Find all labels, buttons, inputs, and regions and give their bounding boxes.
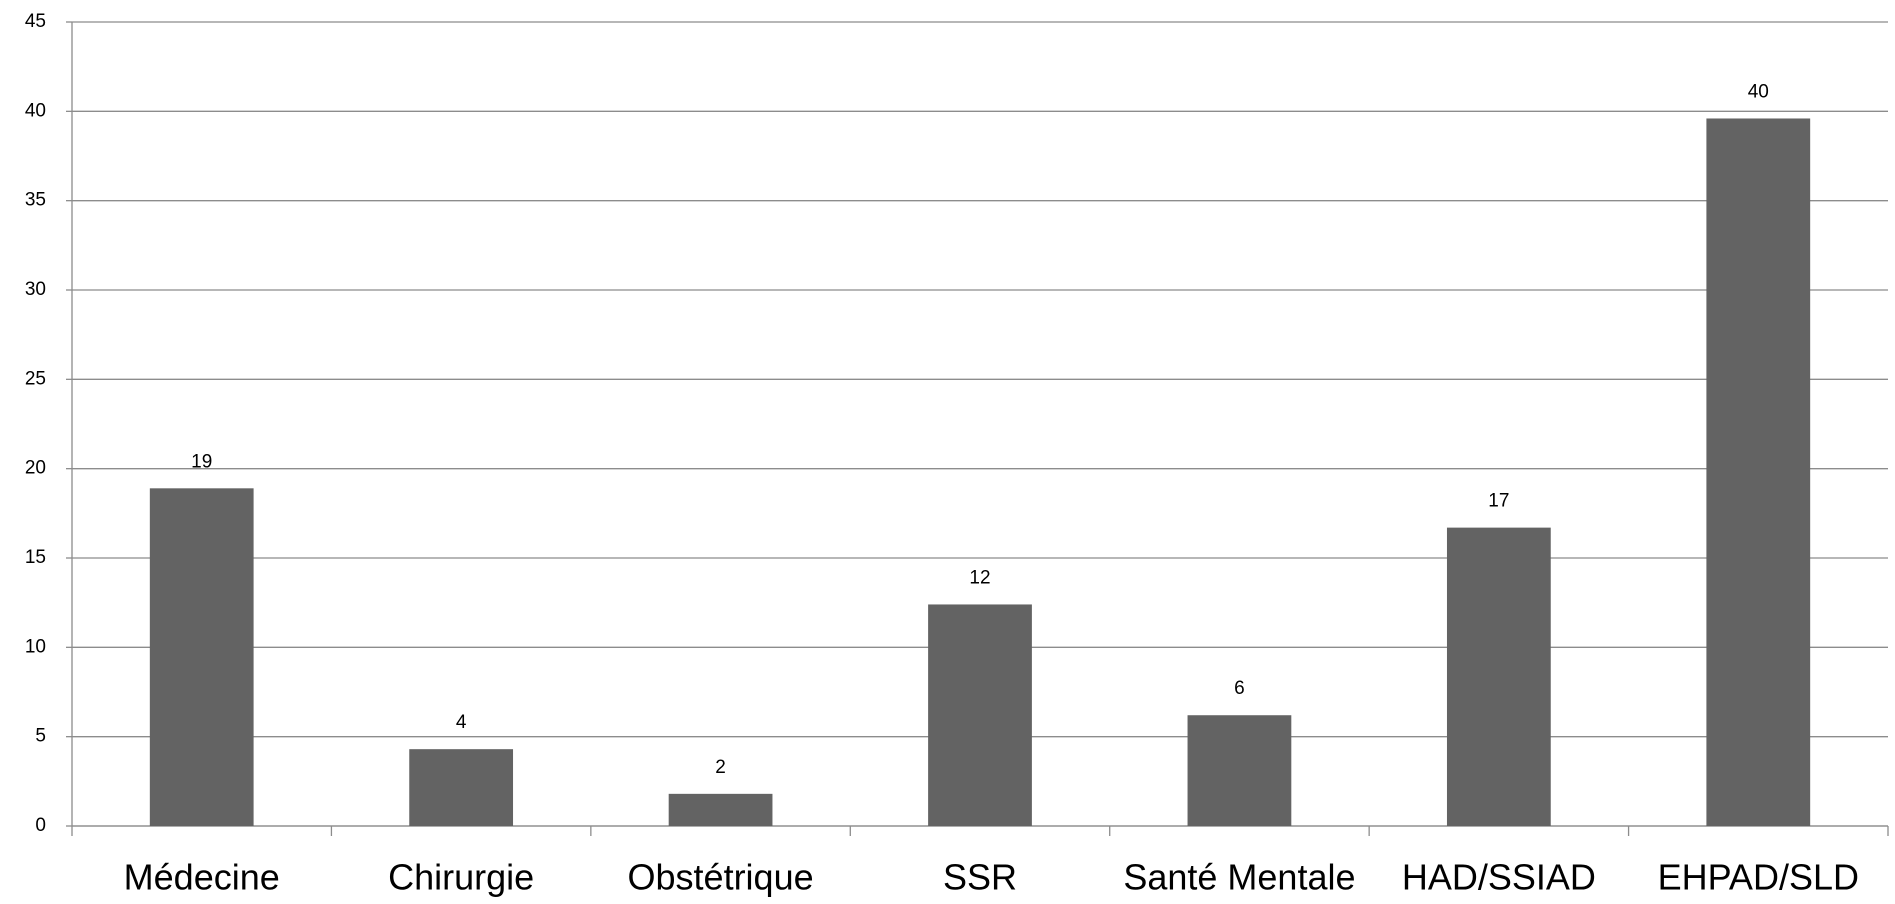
x-tick-label: Obstétrique (628, 857, 814, 898)
bar (668, 793, 773, 826)
bar (1446, 527, 1551, 826)
y-tick-label: 30 (25, 279, 46, 300)
value-label: 12 (969, 567, 990, 588)
value-label: 4 (456, 712, 467, 733)
y-tick-label: 0 (35, 815, 46, 836)
y-tick-label: 25 (25, 368, 46, 389)
y-tick-label: 45 (25, 11, 46, 32)
y-tick-label: 15 (25, 547, 46, 568)
x-tick-label: Santé Mentale (1123, 857, 1355, 898)
bar (928, 604, 1032, 826)
bar (1187, 715, 1292, 826)
value-label: 40 (1748, 81, 1769, 102)
x-tick-label: EHPAD/SLD (1658, 857, 1859, 898)
value-label: 17 (1488, 491, 1509, 512)
y-tick-label: 10 (25, 636, 46, 657)
y-tick-label: 20 (25, 458, 46, 479)
bar (409, 749, 514, 826)
value-label: 2 (715, 757, 726, 778)
y-tick-label: 35 (25, 190, 46, 211)
x-tick-label: SSR (943, 857, 1017, 898)
x-tick-label: Médecine (124, 857, 280, 898)
y-tick-label: 40 (25, 100, 46, 121)
value-label: 6 (1234, 678, 1245, 699)
x-tick-label: Chirurgie (388, 857, 534, 898)
y-tick-label: 5 (35, 726, 46, 747)
value-label: 19 (191, 451, 212, 472)
x-tick-label: HAD/SSIAD (1402, 857, 1596, 898)
bar (1706, 118, 1811, 827)
bar (149, 488, 254, 826)
